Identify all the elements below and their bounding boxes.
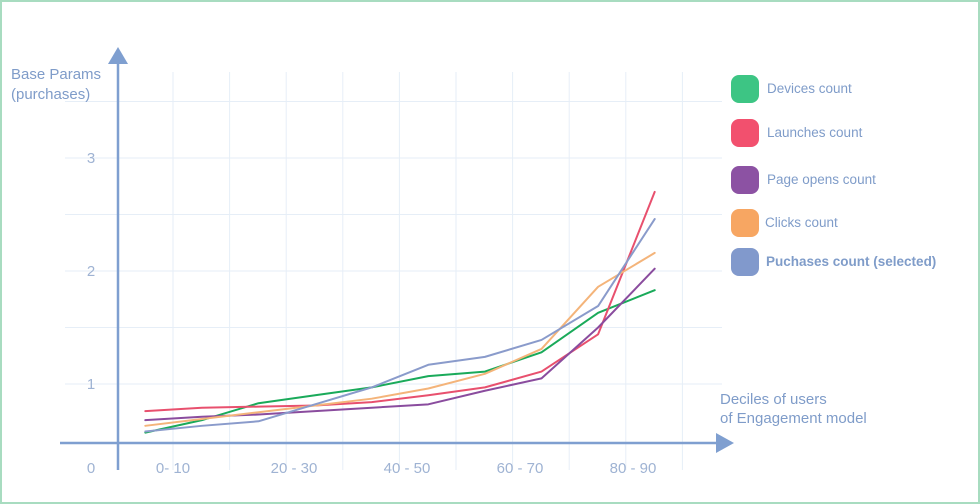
x-tick-label: 20 - 30: [271, 460, 318, 477]
series-line-puchases-count-selected: [144, 218, 656, 433]
x-axis-title-line: Deciles of users: [720, 391, 827, 408]
x-axis-arrow: [716, 433, 734, 453]
x-tick-label: 60 - 70: [497, 460, 544, 477]
x-axis-title-line: of Engagement model: [720, 410, 867, 427]
series-line-page-opens-count: [144, 267, 656, 422]
legend-item-clicks-count[interactable]: Clicks count: [731, 209, 838, 237]
y-axis-title-line: (purchases): [11, 86, 90, 103]
series-line-launches-count: [144, 190, 656, 413]
origin-label: 0: [87, 460, 95, 477]
y-axis-arrow: [108, 47, 128, 64]
y-tick-label: 3: [87, 150, 95, 167]
y-tick-label: 1: [87, 376, 95, 393]
legend-label: Devices count: [767, 81, 852, 96]
series-lines: [144, 190, 656, 434]
legend-swatch: [731, 166, 759, 194]
legend-item-puchases-count-selected[interactable]: Puchases count (selected): [731, 248, 936, 276]
y-axis-title: Base Params (purchases): [11, 66, 101, 103]
x-tick-label: 80 - 90: [610, 460, 657, 477]
y-axis-title-line: Base Params: [11, 66, 101, 83]
x-tick-labels: 0- 10 20 - 30 40 - 50 60 - 70 80 - 90: [156, 460, 656, 477]
legend-item-devices-count[interactable]: Devices count: [731, 75, 852, 103]
y-tick-labels: 1 2 3: [87, 150, 95, 393]
legend-item-launches-count[interactable]: Launches count: [731, 119, 863, 147]
grid: [65, 72, 722, 470]
series-line-clicks-count: [144, 251, 656, 427]
legend-swatch: [731, 248, 759, 276]
axes: [60, 47, 734, 470]
x-tick-label: 0- 10: [156, 460, 190, 477]
legend[interactable]: Devices count Launches count Page opens co…: [731, 75, 936, 276]
y-tick-label: 2: [87, 263, 95, 280]
legend-item-page-opens-count[interactable]: Page opens count: [731, 166, 876, 194]
legend-swatch: [731, 75, 759, 103]
series-line-devices-count: [144, 289, 656, 434]
legend-label: Puchases count (selected): [766, 254, 936, 269]
legend-label: Launches count: [767, 125, 863, 140]
legend-label: Clicks count: [765, 215, 838, 230]
x-tick-label: 40 - 50: [384, 460, 431, 477]
legend-swatch: [731, 119, 759, 147]
x-axis-title: Deciles of users of Engagement model: [720, 391, 867, 427]
legend-label: Page opens count: [767, 172, 876, 187]
legend-swatch: [731, 209, 759, 237]
